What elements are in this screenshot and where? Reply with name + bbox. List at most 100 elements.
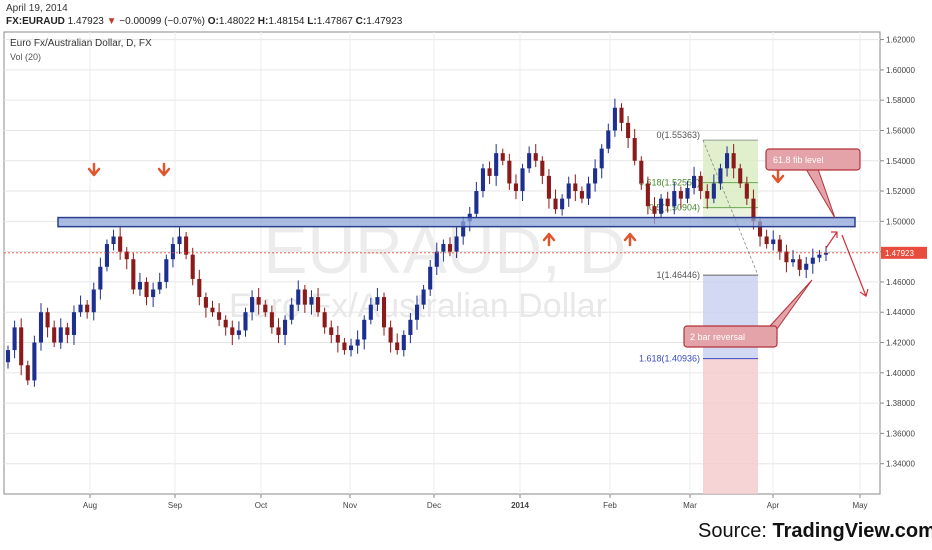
candle-body — [335, 334, 340, 343]
candle-body — [725, 153, 730, 169]
candle-body — [157, 281, 162, 290]
y-tick-label: 1.38000 — [886, 399, 915, 408]
candle-body — [810, 257, 815, 264]
candle-body — [236, 330, 241, 335]
y-tick-label: 1.60000 — [886, 66, 915, 75]
candle-body — [190, 254, 195, 279]
candle-body — [381, 297, 387, 328]
fib-label-1: 1(1.46446) — [656, 270, 700, 280]
candle-body — [632, 138, 637, 161]
candle-body — [474, 191, 479, 214]
candle-body — [692, 175, 697, 189]
candle-body — [283, 319, 288, 335]
volume-label: Vol (20) — [10, 52, 41, 62]
candle-body — [250, 297, 255, 313]
candle-body — [757, 221, 763, 237]
candle-body — [659, 198, 664, 214]
arrow-up-icon — [623, 232, 637, 247]
y-tick-label: 1.34000 — [886, 460, 915, 469]
candle-body — [25, 365, 30, 381]
candle-body — [38, 312, 44, 343]
candle-body — [184, 236, 189, 255]
candle-body — [771, 239, 776, 245]
candle-body — [711, 183, 716, 199]
candle-body — [276, 327, 281, 335]
candle-body — [302, 289, 307, 305]
candle-body — [210, 307, 215, 313]
candle-body — [593, 168, 598, 184]
candle-body — [573, 183, 578, 192]
price-chart[interactable]: 1.62000 1.60000 1.58000 1.56000 1.54000 1.520… — [0, 30, 932, 520]
x-tick-label: Aug — [83, 501, 97, 510]
projection-up-line — [825, 231, 838, 249]
candle-body — [678, 191, 683, 199]
candle-body — [71, 312, 77, 335]
candle-body — [78, 304, 83, 313]
candle-body — [269, 312, 274, 328]
candle-body — [823, 252, 829, 255]
candle-body — [52, 327, 57, 343]
reversal-callout-box — [683, 325, 778, 348]
x-tick-label: Nov — [343, 501, 357, 510]
candle-body — [764, 236, 769, 245]
candle-body — [434, 251, 439, 267]
candle-body — [540, 160, 545, 176]
symbol-label[interactable]: FX:EURAUD — [6, 16, 65, 27]
source-label: Source: — [698, 520, 767, 542]
candle-body — [645, 183, 650, 207]
candle-body — [388, 327, 393, 343]
candle-body — [124, 251, 129, 260]
candle-body — [223, 319, 228, 328]
candle-body — [131, 259, 136, 290]
candle-body — [586, 183, 591, 199]
candle-body — [421, 289, 426, 305]
candle-body — [137, 281, 142, 290]
candle-body — [546, 175, 551, 199]
candle-body — [560, 198, 565, 210]
candle-body — [494, 153, 499, 176]
candle-body — [98, 266, 103, 290]
arrow-up-icon — [542, 232, 556, 247]
candle-body — [111, 236, 116, 245]
candle-body — [441, 244, 446, 252]
fib-zone-pink — [703, 358, 758, 494]
low-value: 1.47867 — [316, 16, 353, 27]
source-name: TradingView.com — [772, 520, 932, 542]
candle-body — [177, 236, 182, 245]
candle-body — [612, 107, 617, 131]
fib-callout-text: 61.8 fib level — [773, 155, 824, 165]
candle-body — [355, 339, 360, 346]
candle-body — [718, 168, 723, 184]
candle-body — [480, 168, 486, 192]
candle-body — [784, 251, 789, 263]
candle-body — [790, 259, 796, 263]
candle-body — [652, 206, 657, 214]
x-tick-label: Apr — [767, 501, 780, 510]
candle-body — [751, 198, 756, 222]
candle-body — [85, 304, 90, 313]
candle-body — [797, 259, 802, 270]
y-tick-label: 1.44000 — [886, 308, 915, 317]
candle-body — [606, 130, 611, 149]
change-value: −0.00099 (−0.07%) — [119, 16, 205, 27]
projection-up-arrow-icon — [831, 231, 838, 238]
x-tick-label: Sep — [168, 501, 183, 510]
candle-body — [322, 312, 327, 328]
last-price-tag — [881, 246, 927, 259]
y-tick-label: 1.40000 — [886, 369, 915, 378]
candle-body — [263, 304, 268, 313]
chart-title: Euro Fx/Australian Dollar, D, FX — [10, 38, 152, 49]
arrow-down-icon — [157, 162, 171, 177]
candle-body — [368, 304, 373, 320]
candle-body — [685, 188, 690, 199]
x-tick-label: Feb — [603, 501, 617, 510]
candle-body — [197, 278, 202, 298]
candle-body — [639, 160, 644, 184]
candle-body — [348, 345, 354, 351]
candle-body — [461, 221, 466, 237]
candle-body — [487, 168, 492, 176]
candle-body — [12, 327, 17, 351]
candle-body — [58, 327, 63, 343]
last-price-label: 1.47923 — [885, 249, 914, 258]
y-tick-label: 1.42000 — [886, 339, 915, 348]
